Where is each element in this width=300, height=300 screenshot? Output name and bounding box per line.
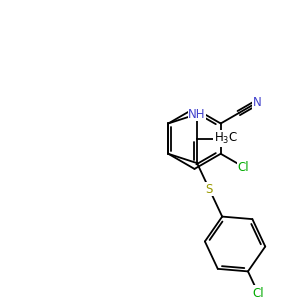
- Text: Cl: Cl: [238, 160, 250, 173]
- Text: S: S: [206, 183, 213, 196]
- Text: NH: NH: [188, 108, 206, 121]
- Text: N: N: [252, 96, 261, 109]
- Text: H$_3$C: H$_3$C: [214, 131, 238, 146]
- Text: Cl: Cl: [253, 287, 264, 300]
